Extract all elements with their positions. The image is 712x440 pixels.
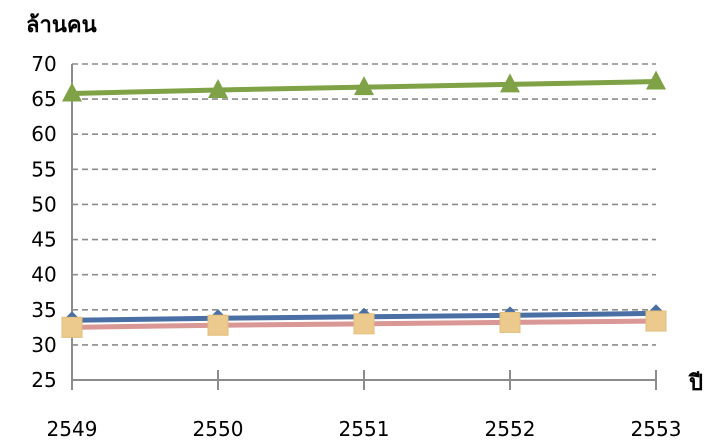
y-tick-label: 70 <box>31 52 56 76</box>
data-point <box>353 313 375 335</box>
x-tick-label: 2552 <box>485 417 536 440</box>
x-tick-label: 2551 <box>339 417 390 440</box>
x-tick-label: 2549 <box>47 417 98 440</box>
data-point <box>208 78 228 98</box>
x-axis-title: ปี <box>688 371 703 396</box>
axes <box>71 64 657 390</box>
y-tick-label: 25 <box>31 368 56 392</box>
series-2 <box>61 310 667 338</box>
data-point <box>62 82 82 102</box>
y-tick-label: 65 <box>31 87 56 111</box>
y-tick-labels: 25 30 35 40 45 50 55 60 65 70 <box>31 52 56 392</box>
series-3 <box>62 70 666 102</box>
y-tick-label: 30 <box>31 333 56 357</box>
y-tick-label: 55 <box>31 157 56 181</box>
data-point <box>61 316 83 338</box>
y-tick-label: 50 <box>31 192 56 216</box>
data-point <box>645 310 667 332</box>
x-tick-labels: 2549 2550 2551 2552 2553 <box>47 417 682 440</box>
series-group <box>61 70 667 338</box>
data-point <box>500 73 520 93</box>
data-point <box>207 314 229 336</box>
y-tick-label: 40 <box>31 263 56 287</box>
y-axis-title: ล้านคน <box>26 13 97 38</box>
y-tick-label: 45 <box>31 228 56 252</box>
y-tick-label: 60 <box>31 122 56 146</box>
gridlines <box>72 63 656 346</box>
y-tick-label: 35 <box>31 298 56 322</box>
data-point <box>354 76 374 96</box>
data-point <box>646 70 666 90</box>
data-point <box>499 311 521 333</box>
x-tick-label: 2550 <box>193 417 244 440</box>
x-tick-label: 2553 <box>631 417 682 440</box>
